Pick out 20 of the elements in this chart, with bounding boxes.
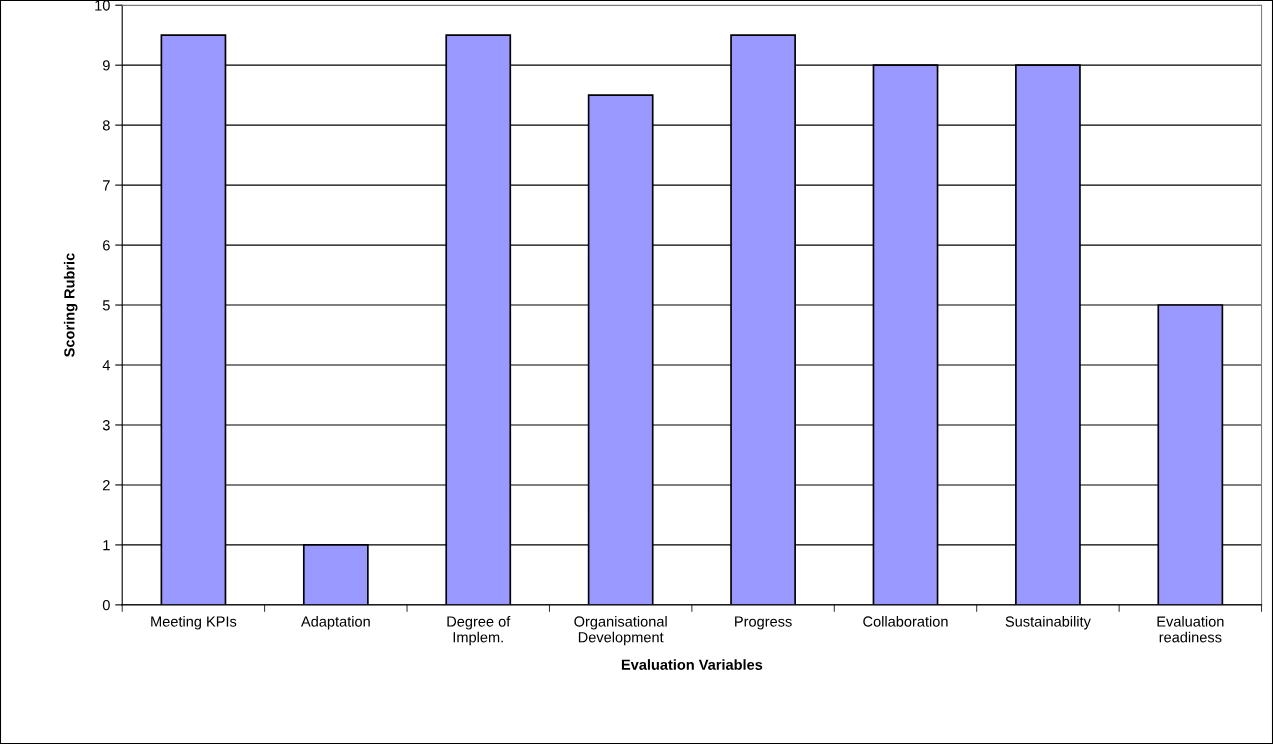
x-tick-label: Evaluation readiness — [1157, 615, 1224, 643]
y-tick-label: 9 — [102, 60, 110, 71]
x-tick-label: Sustainability — [1005, 615, 1091, 630]
y-tick-label: 0 — [102, 599, 110, 611]
y-tick-label: 4 — [102, 360, 110, 371]
y-tick-label: 1 — [103, 540, 110, 551]
y-tick-label: 2 — [103, 480, 110, 491]
x-tick-label: Organisational Development — [574, 615, 667, 646]
x-tick-label: Collaboration — [863, 615, 948, 627]
x-tick-label: Degree of Implem. — [447, 616, 511, 646]
x-tick-label: Progress — [735, 616, 792, 630]
y-axis-title: Scoring Rubric — [63, 253, 78, 357]
y-tick-label: 5 — [102, 300, 110, 311]
y-tick-label: 3 — [102, 420, 110, 431]
y-tick-label: 8 — [102, 120, 110, 131]
y-tick-label: 7 — [103, 180, 110, 191]
y-tick-label: 6 — [103, 240, 110, 251]
x-axis-title: Evaluation Variables — [621, 659, 763, 670]
x-tick-label: Adaptation — [301, 615, 370, 630]
x-tick-label: Meeting KPIs — [151, 615, 237, 630]
